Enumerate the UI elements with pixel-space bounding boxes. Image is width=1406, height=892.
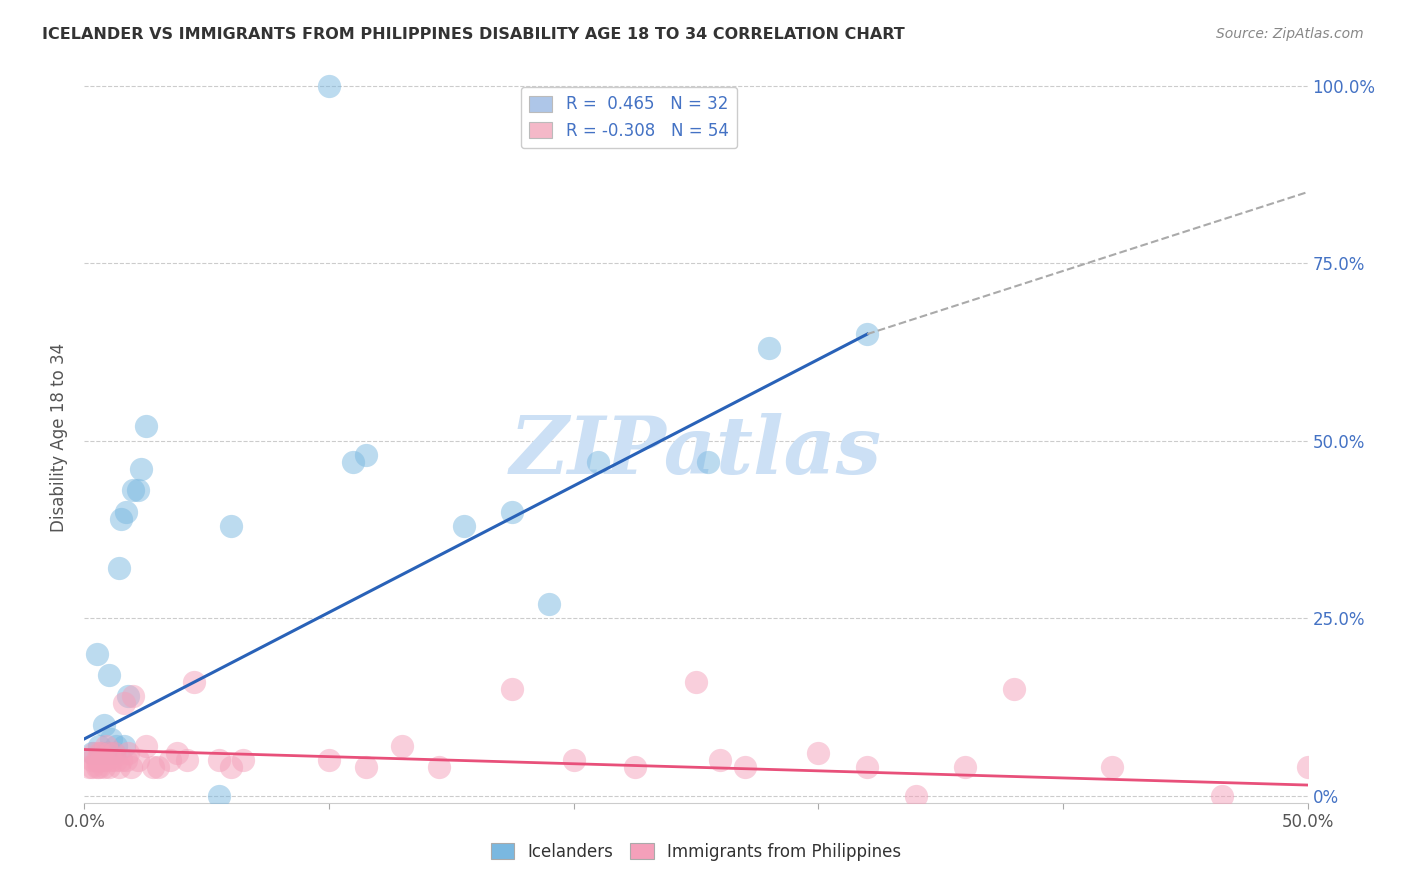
Point bbox=[318, 78, 340, 93]
Point bbox=[115, 505, 138, 519]
Point bbox=[117, 746, 139, 760]
Point bbox=[453, 519, 475, 533]
Point bbox=[624, 760, 647, 774]
Legend: Icelanders, Immigrants from Philippines: Icelanders, Immigrants from Philippines bbox=[484, 837, 908, 868]
Point bbox=[856, 760, 879, 774]
Point bbox=[354, 448, 377, 462]
Point bbox=[502, 505, 524, 519]
Point bbox=[758, 341, 780, 355]
Point bbox=[354, 760, 377, 774]
Point bbox=[127, 483, 149, 498]
Point bbox=[103, 746, 125, 760]
Point bbox=[1211, 789, 1233, 803]
Point bbox=[87, 746, 110, 760]
Point bbox=[110, 753, 132, 767]
Point bbox=[856, 327, 879, 342]
Point bbox=[697, 455, 720, 469]
Point bbox=[105, 753, 128, 767]
Point bbox=[90, 753, 112, 767]
Point bbox=[120, 760, 142, 774]
Point bbox=[685, 675, 707, 690]
Point bbox=[709, 753, 731, 767]
Point bbox=[100, 731, 122, 746]
Point bbox=[586, 455, 609, 469]
Point bbox=[80, 760, 103, 774]
Point bbox=[103, 746, 125, 760]
Point bbox=[107, 760, 129, 774]
Point bbox=[96, 746, 118, 760]
Point bbox=[93, 760, 115, 774]
Point bbox=[538, 597, 561, 611]
Point bbox=[1002, 682, 1025, 697]
Point bbox=[159, 753, 181, 767]
Point bbox=[87, 760, 110, 774]
Point bbox=[318, 753, 340, 767]
Point bbox=[183, 675, 205, 690]
Point bbox=[97, 746, 120, 760]
Point bbox=[110, 512, 132, 526]
Point bbox=[105, 739, 128, 753]
Point bbox=[1101, 760, 1123, 774]
Point bbox=[86, 753, 108, 767]
Point bbox=[122, 483, 145, 498]
Point bbox=[127, 753, 149, 767]
Text: Source: ZipAtlas.com: Source: ZipAtlas.com bbox=[1216, 27, 1364, 41]
Point bbox=[100, 753, 122, 767]
Point bbox=[208, 789, 231, 803]
Point bbox=[97, 746, 120, 760]
Point bbox=[112, 697, 135, 711]
Point bbox=[80, 753, 103, 767]
Point bbox=[96, 739, 118, 753]
Point bbox=[87, 739, 110, 753]
Text: ICELANDER VS IMMIGRANTS FROM PHILIPPINES DISABILITY AGE 18 TO 34 CORRELATION CHA: ICELANDER VS IMMIGRANTS FROM PHILIPPINES… bbox=[42, 27, 905, 42]
Point bbox=[93, 717, 115, 731]
Point bbox=[83, 746, 105, 760]
Point bbox=[122, 690, 145, 704]
Point bbox=[176, 753, 198, 767]
Point bbox=[142, 760, 165, 774]
Point bbox=[502, 682, 524, 697]
Point bbox=[115, 753, 138, 767]
Point bbox=[97, 760, 120, 774]
Point bbox=[391, 739, 413, 753]
Point bbox=[427, 760, 450, 774]
Text: ZIPatlas: ZIPatlas bbox=[510, 413, 882, 491]
Point bbox=[117, 690, 139, 704]
Point bbox=[86, 760, 108, 774]
Point bbox=[208, 753, 231, 767]
Point bbox=[166, 746, 188, 760]
Point bbox=[232, 753, 254, 767]
Y-axis label: Disability Age 18 to 34: Disability Age 18 to 34 bbox=[51, 343, 69, 532]
Point bbox=[135, 739, 157, 753]
Point bbox=[219, 519, 242, 533]
Point bbox=[112, 739, 135, 753]
Point bbox=[342, 455, 364, 469]
Point bbox=[807, 746, 830, 760]
Point bbox=[90, 746, 112, 760]
Point bbox=[80, 746, 103, 760]
Point bbox=[93, 753, 115, 767]
Point bbox=[97, 668, 120, 682]
Point bbox=[219, 760, 242, 774]
Point bbox=[562, 753, 585, 767]
Point bbox=[734, 760, 756, 774]
Point bbox=[86, 647, 108, 661]
Point bbox=[129, 462, 152, 476]
Point bbox=[90, 746, 112, 760]
Point bbox=[77, 760, 100, 774]
Point bbox=[905, 789, 928, 803]
Point bbox=[953, 760, 976, 774]
Point bbox=[107, 561, 129, 575]
Point bbox=[1296, 760, 1319, 774]
Point bbox=[135, 419, 157, 434]
Point bbox=[146, 760, 169, 774]
